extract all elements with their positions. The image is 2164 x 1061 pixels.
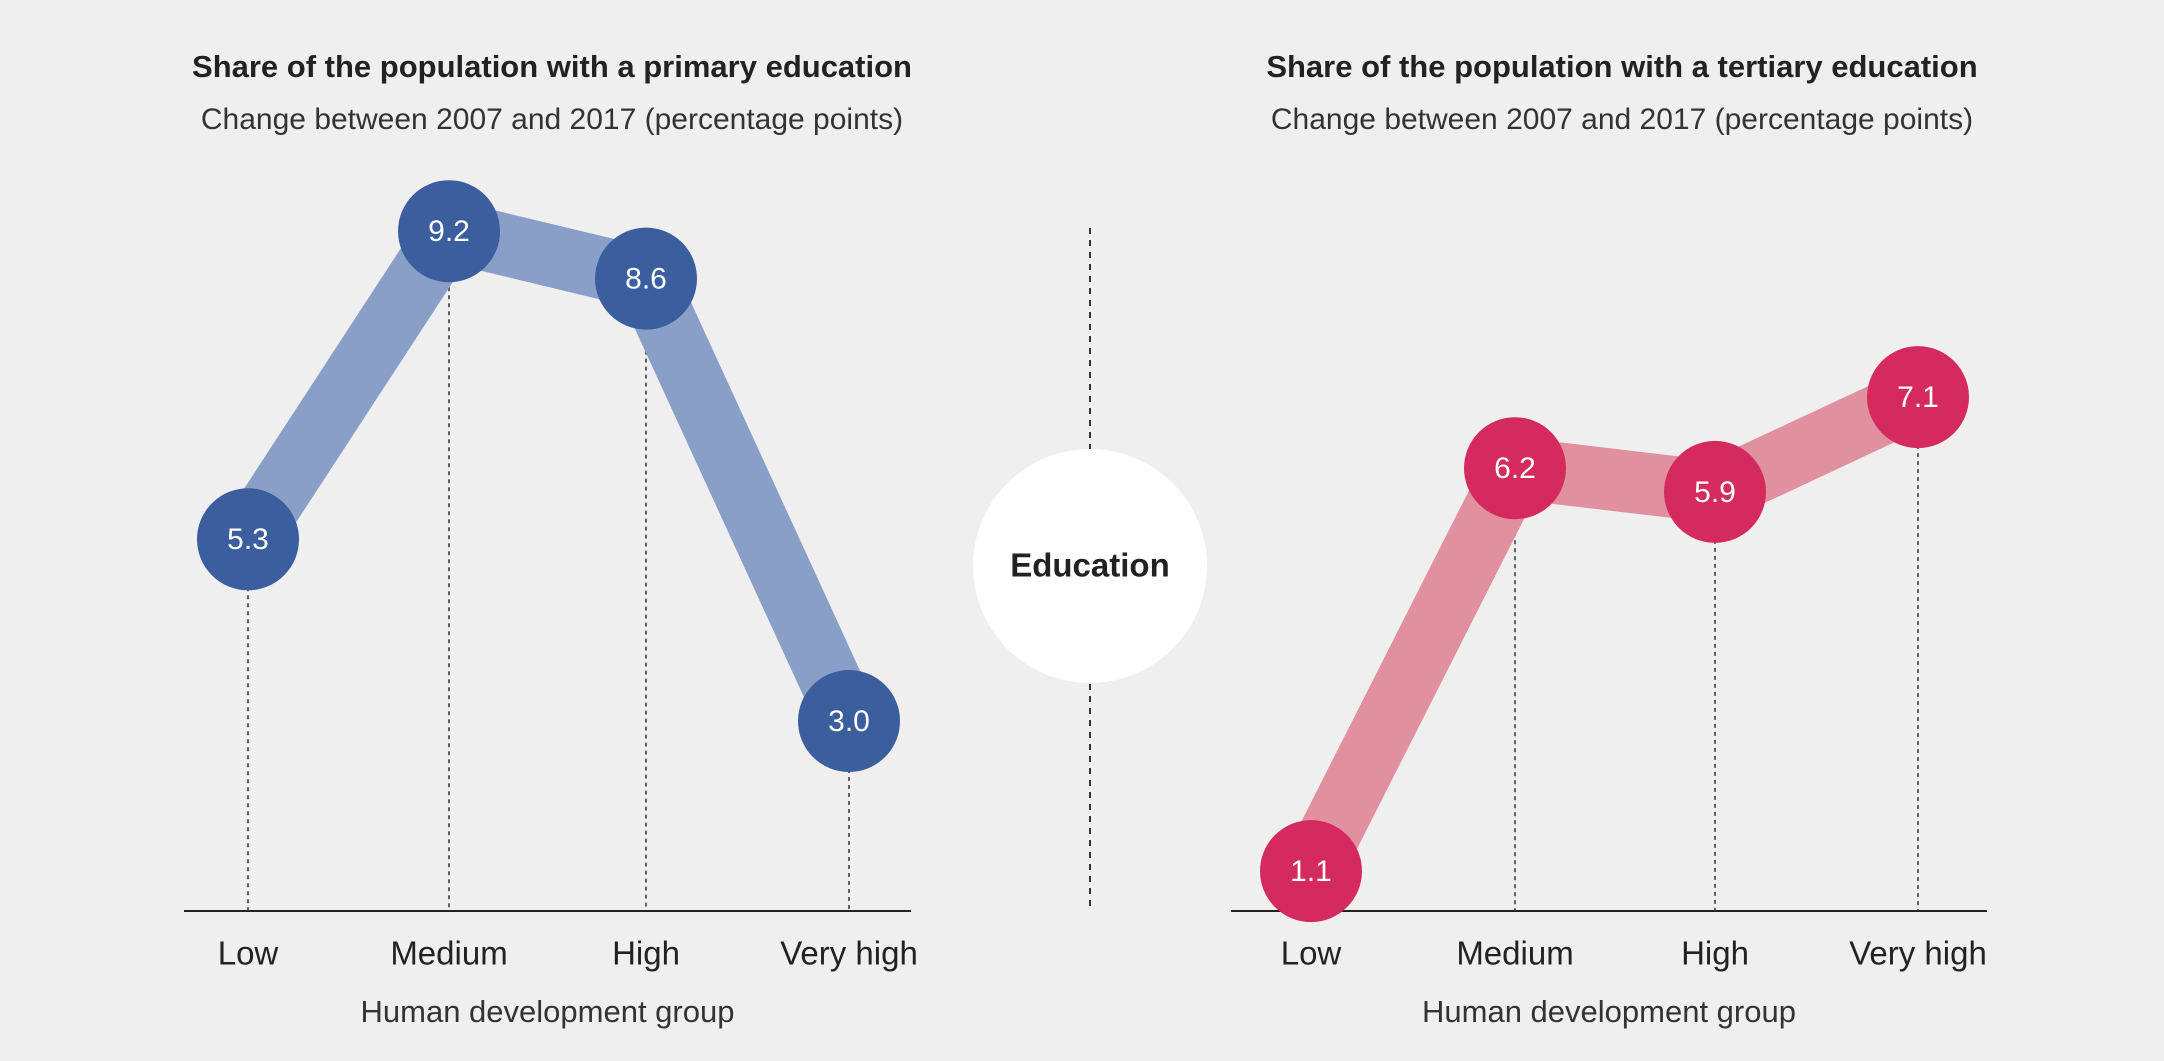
value-label: 7.1 bbox=[1897, 381, 1939, 414]
x-tick-label: Very high bbox=[1849, 935, 1987, 972]
x-axis-title: Human development group bbox=[1422, 994, 1796, 1029]
x-tick-label: Medium bbox=[390, 935, 507, 972]
point bbox=[1260, 820, 1362, 923]
center-circle bbox=[973, 449, 1207, 683]
chart-title: Share of the population with a tertiary … bbox=[1266, 49, 1977, 84]
chart-subtitle: Change between 2007 and 2017 (percentage… bbox=[201, 103, 903, 136]
point bbox=[798, 670, 900, 772]
x-axis-title: Human development group bbox=[361, 994, 735, 1029]
value-label: 9.2 bbox=[428, 215, 470, 248]
x-tick-label: Very high bbox=[780, 935, 918, 972]
point bbox=[1464, 417, 1566, 520]
x-tick-label: Medium bbox=[1456, 935, 1573, 972]
band bbox=[222, 200, 878, 734]
value-label: 1.1 bbox=[1290, 855, 1332, 888]
chart-title: Share of the population with a primary e… bbox=[192, 49, 912, 84]
value-label: 5.9 bbox=[1694, 476, 1736, 509]
point bbox=[595, 227, 697, 330]
band bbox=[1283, 369, 1932, 886]
x-tick-label: High bbox=[1681, 935, 1749, 972]
point bbox=[197, 488, 299, 591]
value-label: 6.2 bbox=[1494, 452, 1536, 485]
point bbox=[398, 180, 500, 283]
point bbox=[1867, 346, 1969, 449]
x-tick-label: Low bbox=[1281, 935, 1342, 972]
center-label: Education bbox=[1010, 547, 1170, 584]
x-tick-label: Low bbox=[218, 935, 279, 972]
value-label: 8.6 bbox=[625, 263, 667, 296]
point bbox=[1664, 440, 1766, 543]
x-tick-label: High bbox=[612, 935, 680, 972]
value-label: 5.3 bbox=[227, 523, 269, 556]
chart-subtitle: Change between 2007 and 2017 (percentage… bbox=[1271, 103, 1973, 136]
value-label: 3.0 bbox=[828, 705, 870, 738]
